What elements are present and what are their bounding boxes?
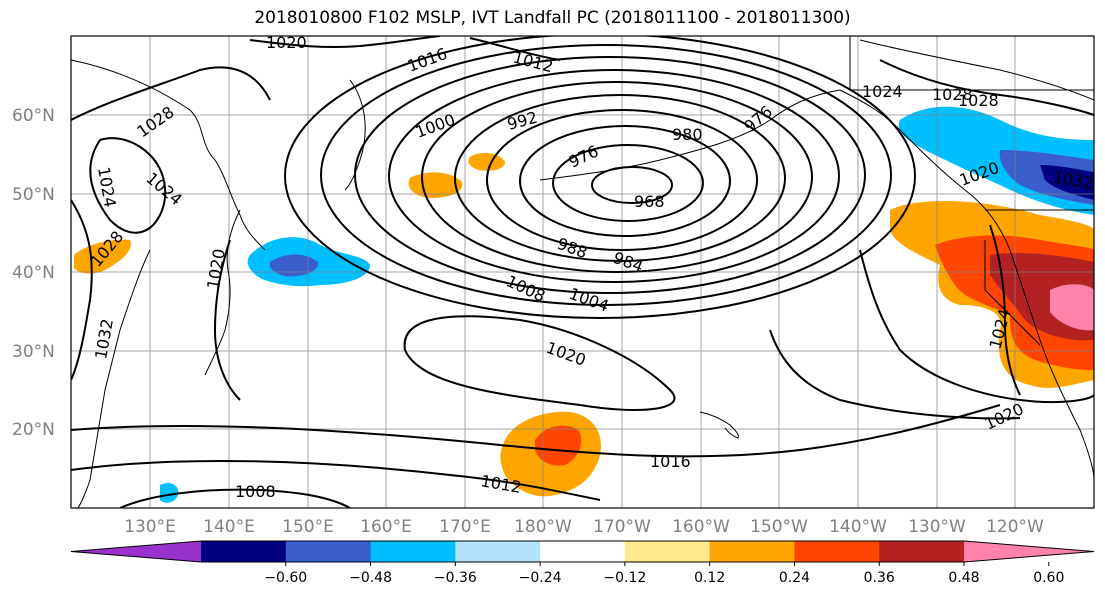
lon-label: 150°W bbox=[750, 517, 808, 537]
lon-label: 170°E bbox=[439, 517, 491, 537]
lon-label: 170°W bbox=[593, 517, 651, 537]
ivt-negative-japan-core bbox=[269, 254, 319, 277]
longitude-labels: 130°E 140°E 150°E 160°E 170°E 180°W 170°… bbox=[124, 517, 1044, 537]
ivt-positive-blob3 bbox=[74, 239, 131, 274]
lat-label: 50°N bbox=[12, 185, 55, 205]
colorbar-swatch bbox=[709, 541, 795, 562]
colorbar-swatch bbox=[455, 541, 541, 562]
mslp-contours bbox=[71, 36, 1094, 508]
contour-label: 1024 bbox=[862, 82, 903, 101]
ivt-negative-bc-max bbox=[1040, 165, 1094, 200]
lat-label: 30°N bbox=[12, 342, 55, 362]
colorbar-tick-label: 0.24 bbox=[779, 570, 810, 586]
lon-label: 160°E bbox=[360, 517, 412, 537]
lon-label: 150°E bbox=[282, 517, 334, 537]
colorbar-tick-label: 0.48 bbox=[948, 570, 979, 586]
contour-label: 968 bbox=[634, 192, 665, 211]
latitude-labels: 60°N 50°N 40°N 30°N 20°N bbox=[12, 106, 55, 440]
ivt-shading bbox=[74, 106, 1094, 503]
colorbar-swatch bbox=[285, 541, 372, 562]
colorbar-swatch bbox=[201, 541, 287, 562]
lon-label: 130°E bbox=[124, 517, 176, 537]
colorbar-tick-label: −0.60 bbox=[264, 570, 307, 586]
colorbar-tick-label: −0.36 bbox=[434, 570, 477, 586]
lon-label: 130°W bbox=[908, 517, 966, 537]
colorbar-tick-label: −0.12 bbox=[603, 570, 646, 586]
colorbar-swatch bbox=[370, 541, 456, 562]
ivt-positive-blob2 bbox=[468, 152, 505, 171]
lon-label: 120°W bbox=[986, 517, 1044, 537]
colorbar-tick-label: 0.12 bbox=[694, 570, 725, 586]
colorbar-extend-low bbox=[71, 541, 201, 562]
colorbar-tick-label: −0.24 bbox=[519, 570, 562, 586]
lon-label: 160°W bbox=[672, 517, 730, 537]
map-border bbox=[70, 35, 1095, 509]
map-title: 2018010800 F102 MSLP, IVT Landfall PC (2… bbox=[254, 8, 851, 28]
contour-label: 1028 bbox=[958, 91, 999, 110]
lon-label: 140°E bbox=[203, 517, 255, 537]
colorbar-swatch bbox=[879, 541, 965, 562]
ivt-positive-peak bbox=[1050, 284, 1094, 331]
contour-label: 1008 bbox=[235, 482, 276, 501]
contour-label: 1020 bbox=[266, 33, 307, 52]
colorbar-outline bbox=[70, 540, 1095, 563]
colorbar-tick-label: 0.36 bbox=[864, 570, 895, 586]
colorbar-extend-high bbox=[964, 541, 1094, 562]
colorbar: −0.60 −0.48 −0.36 −0.24 −0.12 0.12 0.24 0.36 0.4… bbox=[70, 540, 1095, 586]
colorbar-tick-label: −0.48 bbox=[349, 570, 392, 586]
lat-label: 40°N bbox=[12, 263, 55, 283]
contour-label: 1016 bbox=[650, 452, 691, 471]
ivt-negative-small bbox=[160, 483, 179, 503]
contour-label: 1028 bbox=[932, 85, 973, 104]
lon-label: 140°W bbox=[829, 517, 887, 537]
lon-label: 180°W bbox=[514, 517, 572, 537]
colorbar-swatch bbox=[540, 541, 626, 562]
ivt-positive-subtropical-core bbox=[535, 425, 582, 466]
colorbar-swatch bbox=[624, 541, 711, 562]
lat-label: 60°N bbox=[12, 106, 55, 126]
contour-label: 980 bbox=[672, 125, 703, 144]
lat-label: 20°N bbox=[12, 420, 55, 440]
colorbar-swatch bbox=[794, 541, 880, 562]
colorbar-tick-label: 0.60 bbox=[1033, 570, 1064, 586]
